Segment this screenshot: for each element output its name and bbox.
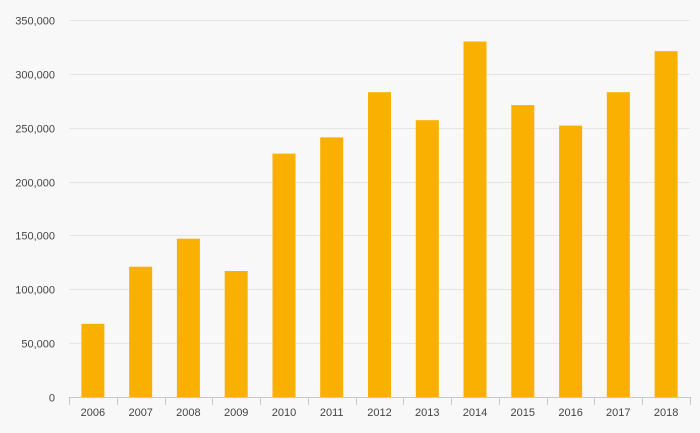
x-tick-label: 2015 [511,407,535,419]
x-tick-label: 2017 [606,407,630,419]
x-axis: 2006 2007 2008 2009 2010 2011 2012 2013 2014 2015… [69,397,691,419]
x-tick-label: 2013 [415,407,439,419]
bar [415,120,439,397]
y-tick-label: 0 [49,393,55,405]
y-tick-label: 150,000 [15,231,55,243]
y-axis: 0 50,000 100,000 150,000 200,000 250,000 300,0… [15,16,55,405]
x-tick-label: 2010 [272,407,296,419]
x-tick-label: 2018 [654,407,678,419]
x-tick-label: 2007 [128,407,152,419]
bar [654,51,678,397]
bar [320,137,344,397]
y-tick-label: 50,000 [21,339,55,351]
bar [559,125,583,397]
y-tick-label: 250,000 [15,124,55,136]
bar [176,238,200,397]
y-tick-label: 300,000 [15,70,55,82]
y-tick-label: 100,000 [15,285,55,297]
x-tick-label: 2009 [224,407,248,419]
bars [81,41,678,397]
x-tick-label: 2011 [320,407,344,419]
bar [272,153,296,397]
bar [81,323,105,397]
y-tick-label: 200,000 [15,178,55,190]
y-tick-label: 350,000 [15,16,55,28]
x-tick-label: 2012 [367,407,391,419]
x-tick-label: 2016 [558,407,582,419]
bar [463,41,487,397]
x-tick-label: 2014 [463,407,487,419]
bar [129,266,153,397]
bar [368,92,391,397]
x-tick-label: 2006 [81,407,105,419]
x-tick-label: 2008 [176,407,200,419]
bar [511,105,535,397]
bar [606,92,630,397]
bar [224,271,248,397]
